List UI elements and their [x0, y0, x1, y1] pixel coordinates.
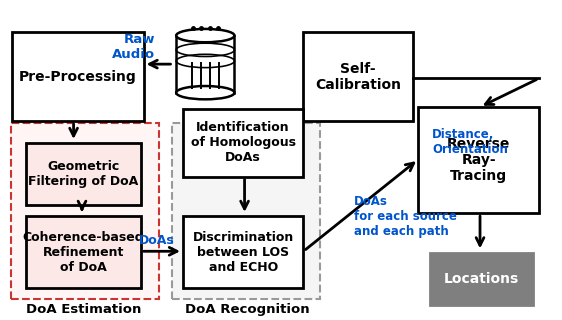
Text: Raw
Audio: Raw Audio [112, 33, 155, 61]
Ellipse shape [176, 29, 234, 42]
Text: Locations: Locations [444, 272, 519, 286]
Text: Distance,
Orientation: Distance, Orientation [432, 128, 508, 156]
Text: DoAs: DoAs [139, 234, 174, 246]
Bar [303, 32, 413, 121]
Bar [183, 216, 303, 288]
Text: Pre-Processing: Pre-Processing [19, 70, 137, 84]
Bar [183, 108, 303, 177]
Bar [12, 32, 144, 121]
Bar [26, 216, 141, 288]
Bar [11, 123, 160, 299]
Text: Geometric
Filtering of DoA: Geometric Filtering of DoA [28, 160, 138, 188]
Text: DoAs
for each source
and each path: DoAs for each source and each path [354, 195, 457, 238]
Text: DoA Estimation: DoA Estimation [26, 303, 142, 316]
Bar [418, 107, 539, 213]
Bar [171, 123, 320, 299]
Text: Identification
of Homologous
DoAs: Identification of Homologous DoAs [191, 121, 296, 164]
Bar [429, 253, 533, 305]
Bar [176, 36, 234, 93]
Text: Self-
Calibration: Self- Calibration [315, 62, 401, 92]
Text: DoA Recognition: DoA Recognition [185, 303, 310, 316]
Ellipse shape [176, 86, 234, 99]
Text: Reverse
Ray-
Tracing: Reverse Ray- Tracing [447, 137, 510, 183]
Text: Coherence-based
Refinement
of DoA: Coherence-based Refinement of DoA [22, 231, 144, 274]
Text: Discrimination
between LOS
and ECHO: Discrimination between LOS and ECHO [193, 231, 294, 274]
Bar [26, 143, 141, 205]
